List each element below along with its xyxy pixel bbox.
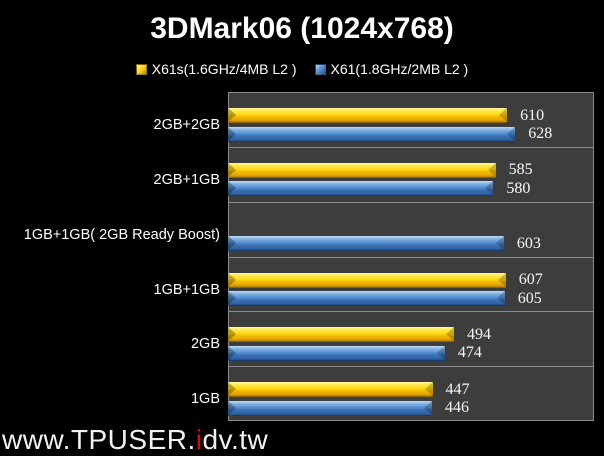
bar-x61 [228,236,504,252]
legend-item-x61: X61(1.8GHz/2MB L2 ) [314,61,469,77]
category-label: 1GB [190,391,220,408]
value-label: 610 [520,106,545,124]
value-label: 585 [508,161,533,179]
value-label: 580 [506,179,531,197]
watermark-text: dv.tw [202,424,269,455]
value-label: 447 [445,380,470,398]
bar-x61 [228,400,433,416]
value-label: 494 [467,325,491,343]
legend-item-x61s: X61s(1.6GHz/4MB L2 ) [135,61,297,77]
watermark-text: www.TPUSER. [2,424,196,455]
category-label: 2GB [190,336,220,353]
bar-chart: 2GB+2GB 610 628 2GB+1GB 585 580 1GB+1GB( 2GB R… [0,92,604,421]
bar-x61s [228,382,433,398]
bar-x61 [228,181,494,197]
category-label: 1GB+1GB [153,281,221,298]
legend-label: X61s(1.6GHz/4MB L2 ) [151,61,297,77]
value-label: 603 [516,234,541,252]
legend-swatch-yellow-icon [135,63,147,75]
value-label: 605 [517,289,542,307]
band-separator-line [228,201,594,203]
bar-x61 [228,126,516,142]
bar-x61s [228,108,508,123]
band-separator-line [228,311,594,313]
chart-title: 3DMark06 (1024x768) [150,12,454,45]
legend: X61s(1.6GHz/4MB L2 ) X61(1.8GHz/2MB L2 ) [0,61,604,77]
bar-x61 [228,291,505,306]
bar-x61s [228,162,496,178]
bar-x61s [228,327,454,343]
value-label: 446 [445,399,470,417]
bar-x61 [228,345,445,361]
legend-swatch-blue-icon [314,63,326,75]
watermark: www.TPUSER.idv.tw [2,425,268,455]
category-label: 2GB+1GB [153,171,221,188]
legend-label: X61(1.8GHz/2MB L2 ) [330,61,469,77]
band-separator-line [228,256,594,258]
value-label: 474 [457,344,482,362]
value-label: 628 [528,125,553,142]
category-label: 2GB+2GB [153,117,221,133]
value-label: 607 [518,271,543,288]
bar-x61s [228,272,506,288]
category-label: 1GB+1GB( 2GB Ready Boost) [23,226,220,243]
watermark-accent: i [195,424,203,455]
band-separator-line [228,146,594,148]
band-separator-line [228,366,594,368]
